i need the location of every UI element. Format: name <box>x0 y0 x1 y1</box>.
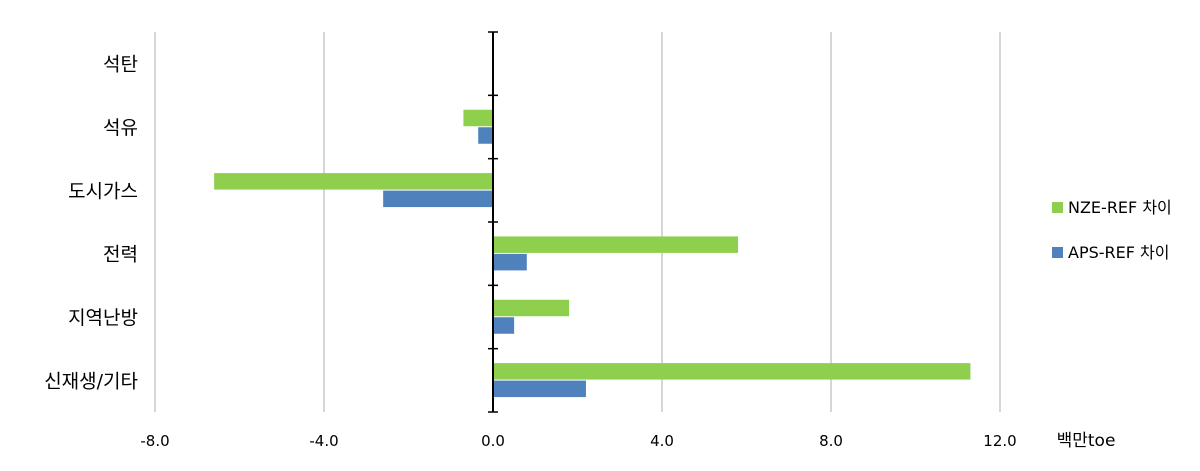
x-tick-label-1: -4.0 <box>309 432 338 450</box>
x-tick-label-3: 4.0 <box>650 432 674 450</box>
bar-aps-2 <box>383 190 493 208</box>
category-axis <box>488 31 498 413</box>
bars <box>214 109 971 398</box>
category-label-2: 도시가스 <box>68 180 138 202</box>
bar-nze-3 <box>493 236 739 253</box>
bar-nze-5 <box>493 363 971 380</box>
category-label-4: 지역난방 <box>68 307 138 329</box>
category-label-0: 석탄 <box>103 54 138 76</box>
bar-aps-3 <box>493 253 527 271</box>
legend-label-aps: APS-REF 차이 <box>1068 243 1169 262</box>
bar-aps-4 <box>493 317 515 334</box>
bar-aps-1 <box>478 127 493 144</box>
bar-nze-1 <box>463 109 493 127</box>
x-tick-label-4: 8.0 <box>819 432 843 450</box>
legend-swatch-aps <box>1052 247 1063 258</box>
category-label-1: 석유 <box>103 117 138 139</box>
category-label-5: 신재생/기타 <box>44 370 138 392</box>
x-tick-label-2: 0.0 <box>481 432 505 450</box>
legend-swatch-nze <box>1052 202 1063 213</box>
legend-label-nze: NZE-REF 차이 <box>1068 198 1172 217</box>
value-axis-tick-labels: -8.0 -4.0 0.0 4.0 8.0 12.0 <box>140 432 1016 450</box>
category-label-3: 전력 <box>103 244 138 266</box>
x-tick-label-5: 12.0 <box>983 432 1016 450</box>
x-tick-label-0: -8.0 <box>140 432 169 450</box>
bar-aps-5 <box>493 380 586 398</box>
legend: NZE-REF 차이 APS-REF 차이 <box>1052 198 1172 262</box>
axis-unit-label: 백만toe <box>1057 431 1116 451</box>
bar-nze-2 <box>214 173 493 190</box>
gridlines <box>154 32 1001 412</box>
bar-nze-4 <box>493 299 570 317</box>
